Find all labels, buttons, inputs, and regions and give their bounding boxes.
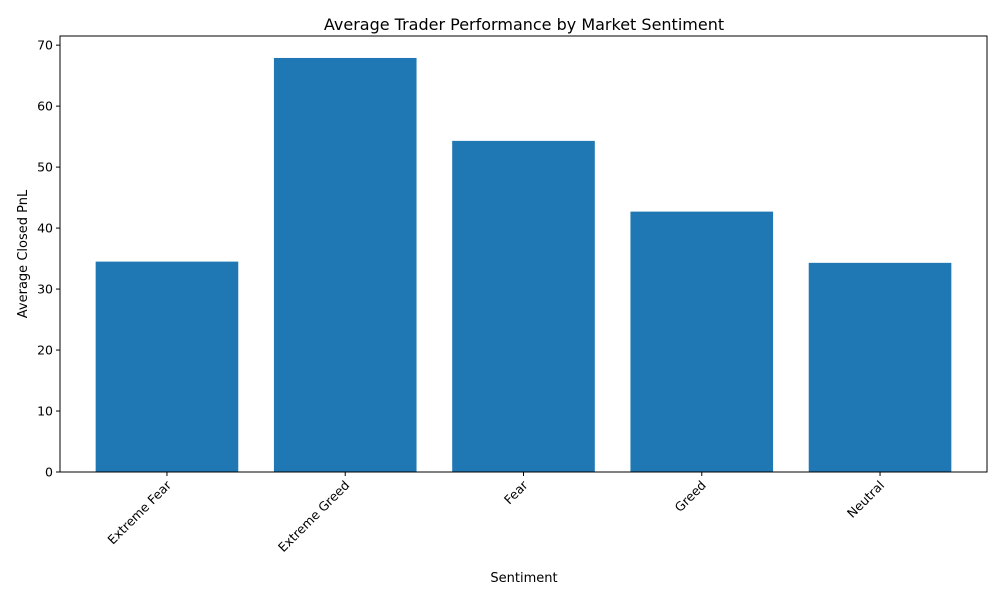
- bar-greed: [630, 211, 774, 473]
- x-tick-label: Neutral: [844, 478, 887, 521]
- x-tick-label: Extreme Greed: [275, 478, 352, 555]
- chart-title: Average Trader Performance by Market Sen…: [324, 15, 724, 34]
- plot-frame: [59, 35, 988, 473]
- y-tick-label: 30: [37, 282, 53, 297]
- bar-fear: [452, 140, 595, 472]
- y-tick-label: 40: [37, 221, 53, 236]
- y-axis: 0 10 20 30 40 50 60 70: [37, 38, 60, 480]
- y-tick-label: 60: [37, 99, 53, 114]
- y-tick-label: 10: [37, 404, 53, 419]
- y-tick-label: 0: [45, 465, 53, 480]
- bar-extreme-greed: [273, 57, 417, 472]
- bar-neutral: [808, 262, 952, 472]
- x-tick-label: Fear: [501, 477, 531, 507]
- y-tick-label: 70: [37, 38, 53, 53]
- x-axis-label: Sentiment: [490, 571, 557, 586]
- y-tick-label: 50: [37, 160, 53, 175]
- x-tick-label: Extreme Fear: [104, 477, 174, 547]
- bar-extreme-fear: [95, 261, 239, 472]
- x-tick-label: Greed: [672, 478, 709, 515]
- bars-group: [95, 57, 952, 473]
- y-tick-label: 20: [37, 343, 53, 358]
- y-axis-label: Average Closed PnL: [16, 189, 31, 318]
- x-axis: Extreme Fear Extreme Greed Fear Greed Neutra…: [104, 472, 887, 555]
